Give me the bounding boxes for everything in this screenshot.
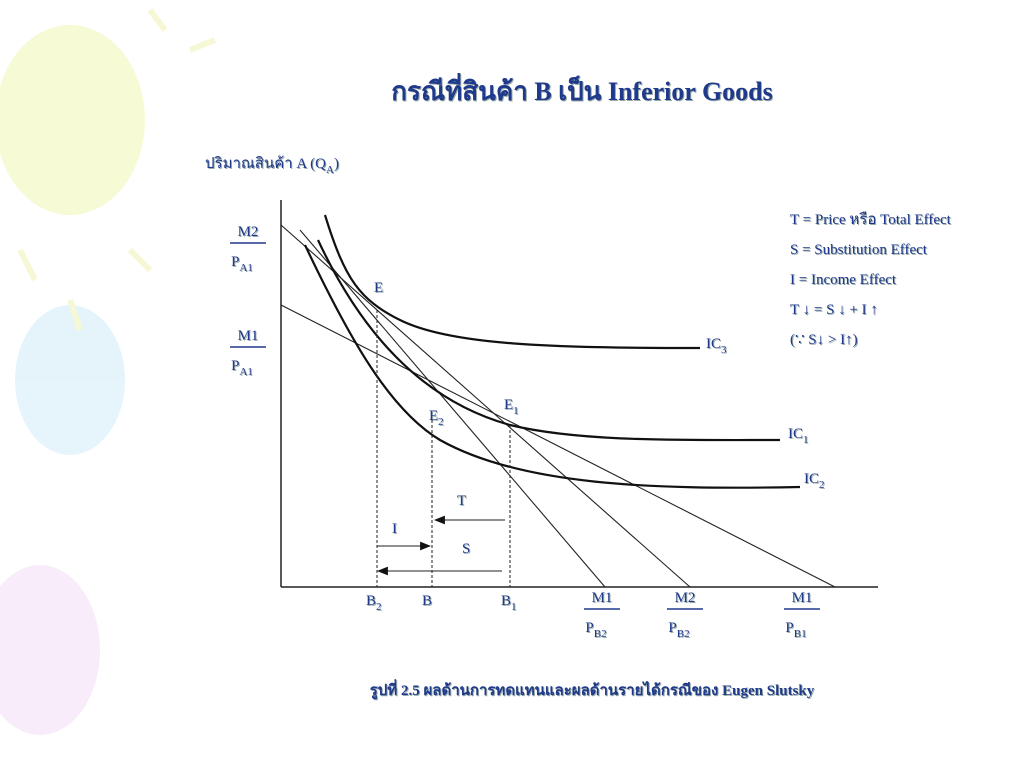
label: E <box>374 280 383 296</box>
legend-line: S = Substitution Effect <box>790 242 928 258</box>
legend-line: I = Income Effect <box>790 272 897 288</box>
budget-line <box>299 229 606 588</box>
label: B <box>422 593 432 609</box>
denominator: PB2 <box>585 620 606 640</box>
denominator: PA1 <box>231 358 253 378</box>
numerator: M2 <box>675 590 696 606</box>
label-text: B <box>501 593 511 609</box>
indifference-curve <box>304 244 801 489</box>
subscript: 1 <box>513 405 519 417</box>
denominator: PB1 <box>785 620 806 640</box>
label: B1 <box>501 593 517 613</box>
subscript: B1 <box>794 628 807 640</box>
label-text: E <box>429 408 438 424</box>
label-text: P <box>231 254 239 270</box>
label: IC2 <box>804 471 825 491</box>
subscript: A <box>326 164 334 176</box>
effect-label: S <box>462 541 470 557</box>
indifference-curve <box>323 214 701 350</box>
label-tail: ) <box>334 156 339 172</box>
legend-line: T = Price หรือ Total Effect <box>790 211 952 228</box>
label-text: B <box>422 593 432 609</box>
title: กรณีที่สินค้า B เป็น Inferior Goods <box>391 72 773 106</box>
legend-line: (∵ S↓ > I↑) <box>790 332 858 348</box>
numerator: M1 <box>792 590 813 606</box>
label: IC1 <box>788 426 809 446</box>
label-text: B <box>366 593 376 609</box>
balloon-decor <box>0 8 217 735</box>
numerator: M1 <box>592 590 613 606</box>
denominator: PB2 <box>668 620 689 640</box>
numerator: M1 <box>238 328 259 344</box>
subscript: 3 <box>721 344 727 356</box>
label: IC3 <box>706 336 727 356</box>
subscript: A1 <box>239 366 252 378</box>
legend-line: T ↓ = S ↓ + I ↑ <box>790 302 878 318</box>
label-text: P <box>785 620 793 636</box>
label: E1 <box>504 397 519 417</box>
label: ปริมาณสินค้า A (QA) <box>205 155 339 176</box>
label-text: ปริมาณสินค้า A (Q <box>205 155 326 172</box>
subscript: 2 <box>438 416 444 428</box>
label-text: IC <box>804 471 819 487</box>
subscript: 1 <box>511 601 517 613</box>
label: E2 <box>429 408 444 428</box>
numerator: M2 <box>238 224 259 240</box>
effect-label: I <box>392 521 397 537</box>
subscript: A1 <box>239 262 252 274</box>
subscript: 2 <box>376 601 382 613</box>
subscript: B2 <box>677 628 690 640</box>
denominator: PA1 <box>231 254 253 274</box>
budget-line <box>280 224 691 588</box>
effect-label: T <box>457 493 466 509</box>
label-text: E <box>374 280 383 296</box>
label: B2 <box>366 593 382 613</box>
label-text: IC <box>788 426 803 442</box>
label-text: E <box>504 397 513 413</box>
subscript: 1 <box>803 434 809 446</box>
label-text: P <box>585 620 593 636</box>
caption: รูปที่ 2.5 ผลด้านการทดแทนและผลด้านรายได้… <box>370 679 815 700</box>
label-text: IC <box>706 336 721 352</box>
subscript: B2 <box>594 628 607 640</box>
subscript: 2 <box>819 479 825 491</box>
label-text: P <box>231 358 239 374</box>
label-text: P <box>668 620 676 636</box>
budget-line <box>280 304 836 588</box>
